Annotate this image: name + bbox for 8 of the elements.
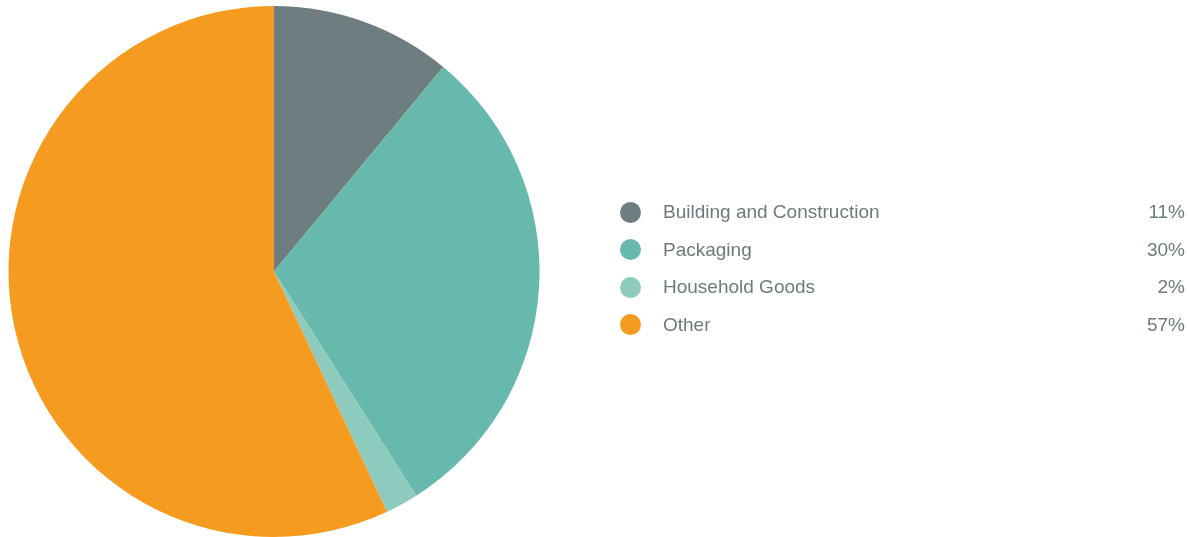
legend-label: Other	[663, 313, 712, 336]
data-label: 57%	[1146, 313, 1185, 336]
legend-label: Building and Construction	[663, 201, 881, 224]
data-label: 2%	[1157, 276, 1185, 299]
data-label: 11%	[1148, 201, 1185, 224]
legend-label: Household Goods	[663, 276, 817, 299]
data-label: 30%	[1146, 238, 1185, 261]
legend-label: Packaging	[663, 238, 753, 261]
